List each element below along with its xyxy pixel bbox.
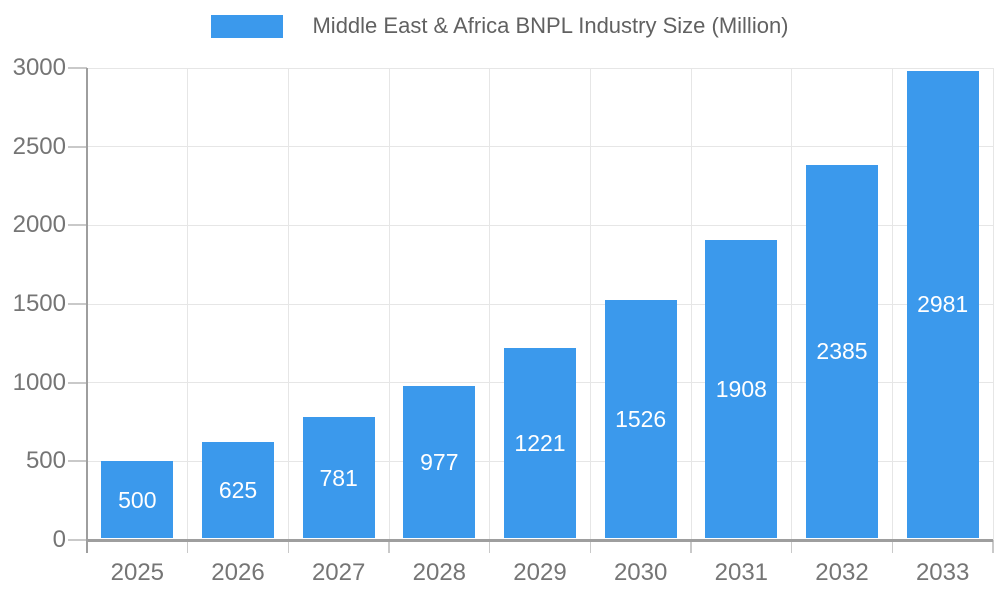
x-gridline <box>690 68 692 540</box>
x-axis-label: 2029 <box>513 559 567 586</box>
bar-value-label: 625 <box>218 476 258 503</box>
x-axis-label: 2025 <box>110 559 165 586</box>
x-axis-label: 2030 <box>613 559 668 586</box>
x-gridline <box>891 68 893 540</box>
x-axis-tick <box>589 540 592 553</box>
y-axis-tick <box>68 145 87 148</box>
bar-2028[interactable]: 977 <box>403 386 476 539</box>
bar-2026[interactable]: 625 <box>202 441 274 539</box>
x-axis-tick <box>86 540 88 553</box>
bar-2030[interactable]: 1526 <box>604 299 677 539</box>
y-axis-label: 3000 <box>12 54 66 81</box>
x-axis-label: 2026 <box>211 559 265 586</box>
x-axis-label: 2032 <box>815 559 869 586</box>
bar-value-label: 1221 <box>514 429 566 456</box>
y-gridline <box>87 67 993 69</box>
x-axis-label: 2027 <box>311 559 366 586</box>
y-gridline <box>87 146 993 148</box>
x-axis-tick <box>186 540 189 553</box>
x-axis-tick <box>690 540 692 553</box>
y-axis-label: 1000 <box>12 368 66 396</box>
x-gridline <box>589 68 591 540</box>
x-gridline <box>992 68 994 540</box>
x-axis-tick <box>388 540 390 553</box>
y-axis-label: 1500 <box>12 290 66 317</box>
bar-value-label: 781 <box>319 464 358 491</box>
bar-2027[interactable]: 781 <box>302 417 375 539</box>
bar-value-label: 2385 <box>816 338 868 365</box>
y-gridline <box>87 303 993 305</box>
x-gridline <box>287 68 289 540</box>
x-axis-tick <box>287 540 290 553</box>
y-axis-label: 0 <box>52 526 66 553</box>
x-axis-label: 2031 <box>714 559 769 586</box>
x-axis-label: 2028 <box>412 559 467 586</box>
bar-value-label: 977 <box>420 449 459 476</box>
legend-label: Middle East & Africa BNPL Industry Size … <box>312 13 789 38</box>
y-axis-tick <box>68 67 87 69</box>
y-axis-label: 500 <box>25 447 66 475</box>
bar-2032[interactable]: 2385 <box>806 164 878 539</box>
y-axis-line <box>86 68 88 540</box>
x-gridline <box>489 68 491 540</box>
x-gridline <box>187 68 189 540</box>
x-axis-line <box>87 538 993 542</box>
bar-value-label: 2981 <box>917 291 969 318</box>
bar-2025[interactable]: 500 <box>101 461 174 539</box>
y-axis-label: 2500 <box>12 132 66 160</box>
bar-2031[interactable]: 1908 <box>705 239 778 539</box>
bar-value-label: 1908 <box>715 375 767 402</box>
y-axis-tick <box>68 303 87 305</box>
y-axis-tick <box>68 381 87 384</box>
x-axis-tick <box>488 540 491 553</box>
x-gridline <box>791 68 793 540</box>
x-gridline <box>388 68 390 540</box>
y-axis-tick <box>68 224 87 227</box>
bar-value-label: 1526 <box>615 405 667 432</box>
bar-2029[interactable]: 1221 <box>504 347 576 539</box>
x-axis-tick <box>891 540 894 553</box>
x-axis-tick <box>992 540 994 553</box>
legend-color-swatch <box>211 14 284 38</box>
bar-2033[interactable]: 2981 <box>906 70 979 539</box>
y-gridline <box>87 224 993 226</box>
x-axis-tick <box>790 540 793 553</box>
x-axis-label: 2033 <box>915 559 970 586</box>
y-axis-tick <box>68 539 87 541</box>
y-axis-label: 2000 <box>12 211 66 239</box>
chart-legend[interactable]: Middle East & Africa BNPL Industry Size … <box>0 13 1000 39</box>
bar-value-label: 500 <box>118 486 157 513</box>
y-axis-tick <box>68 460 87 463</box>
